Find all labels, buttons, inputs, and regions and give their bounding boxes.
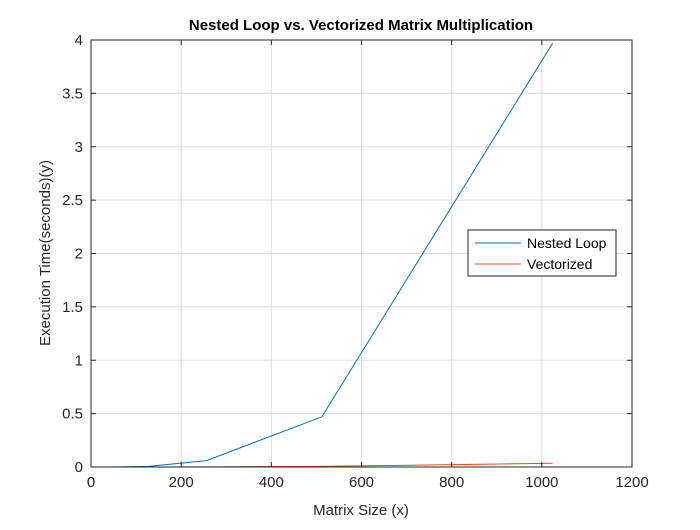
x-tick-label: 1200 [615, 474, 648, 491]
legend-label: Nested Loop [527, 235, 607, 251]
plot-area: 0 200 400 600 800 1000 1200 0 0.5 1 1.5 2 2.5 3 3.5 4 Ne… [62, 32, 649, 491]
x-tick-label: 800 [439, 474, 464, 491]
y-tick-label: 4 [75, 32, 83, 49]
x-tick-label: 600 [349, 474, 374, 491]
legend: Nested Loop Vectorized [467, 229, 617, 277]
legend-entry: Vectorized [475, 256, 592, 272]
legend-box [467, 229, 617, 277]
x-tick-label: 0 [87, 474, 95, 491]
y-tick-label: 2 [75, 246, 83, 263]
y-axis-label: Execution Time(seconds)(y) [37, 160, 54, 346]
y-tick-label: 1.5 [62, 299, 83, 316]
legend-entry: Nested Loop [475, 235, 607, 251]
x-axis-label: Matrix Size (x) [313, 502, 409, 519]
y-tick-label: 0.5 [62, 406, 83, 423]
y-tick-label: 3.5 [62, 85, 83, 102]
ticks: 0 200 400 600 800 1000 1200 0 0.5 1 1.5 2 2.5 3 3.5 4 [62, 32, 649, 491]
x-tick-label: 400 [259, 474, 284, 491]
y-tick-label: 1 [75, 352, 83, 369]
chart-title: Nested Loop vs. Vectorized Matrix Multip… [189, 17, 533, 34]
y-tick-label: 2.5 [62, 192, 83, 209]
y-tick-label: 0 [75, 459, 83, 476]
x-tick-label: 1000 [525, 474, 558, 491]
legend-label: Vectorized [527, 256, 592, 272]
y-tick-label: 3 [75, 139, 83, 156]
x-tick-label: 200 [169, 474, 194, 491]
